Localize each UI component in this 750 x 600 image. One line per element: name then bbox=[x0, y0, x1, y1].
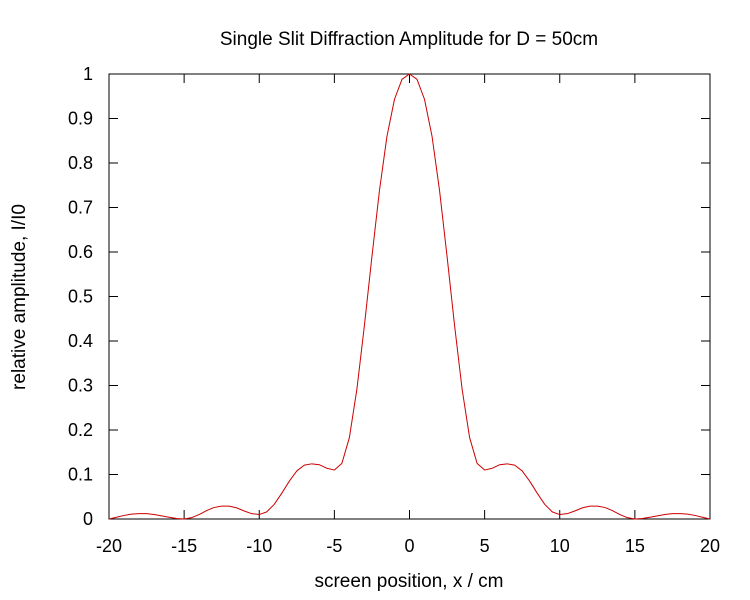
y-tick-label: 0.6 bbox=[68, 242, 93, 262]
x-tick-label: 0 bbox=[404, 536, 414, 556]
y-tick-label: 0.2 bbox=[68, 420, 93, 440]
series-line bbox=[108, 73, 711, 520]
x-tick-label: 10 bbox=[550, 536, 570, 556]
y-tick-label: 0.5 bbox=[68, 287, 93, 307]
x-tick-label: -20 bbox=[96, 536, 122, 556]
x-tick-label: 15 bbox=[625, 536, 645, 556]
y-tick-label: 0.7 bbox=[68, 198, 93, 218]
chart-title: Single Slit Diffraction Amplitude for D … bbox=[220, 29, 598, 50]
y-tick-label: 0.9 bbox=[68, 109, 93, 129]
x-axis: -20 -15 -10 -5 0 5 10 15 20 bbox=[96, 74, 720, 556]
plot-border bbox=[108, 73, 711, 520]
y-tick-label: 0.8 bbox=[68, 153, 93, 173]
x-tick-label: 20 bbox=[700, 536, 720, 556]
x-tick-label: -15 bbox=[171, 536, 197, 556]
plot-frame bbox=[108, 73, 711, 520]
y-tick-label: 0.1 bbox=[68, 465, 93, 485]
series-layer bbox=[108, 73, 711, 520]
x-axis-label: screen position, x / cm bbox=[314, 571, 503, 592]
y-tick-label: 0 bbox=[83, 509, 93, 529]
y-tick-label: 0.3 bbox=[68, 376, 93, 396]
y-tick-label: 1 bbox=[83, 64, 93, 84]
y-axis-label: relative amplitude, I/I0 bbox=[9, 204, 30, 390]
x-tick-label: -5 bbox=[326, 536, 342, 556]
y-axis: 0 0.1 0.2 0.3 0.4 0.5 0.6 0.7 0.8 0.9 1 bbox=[68, 64, 710, 529]
x-tick-label: -10 bbox=[246, 536, 272, 556]
x-tick-label: 5 bbox=[480, 536, 490, 556]
y-tick-label: 0.4 bbox=[68, 331, 93, 351]
